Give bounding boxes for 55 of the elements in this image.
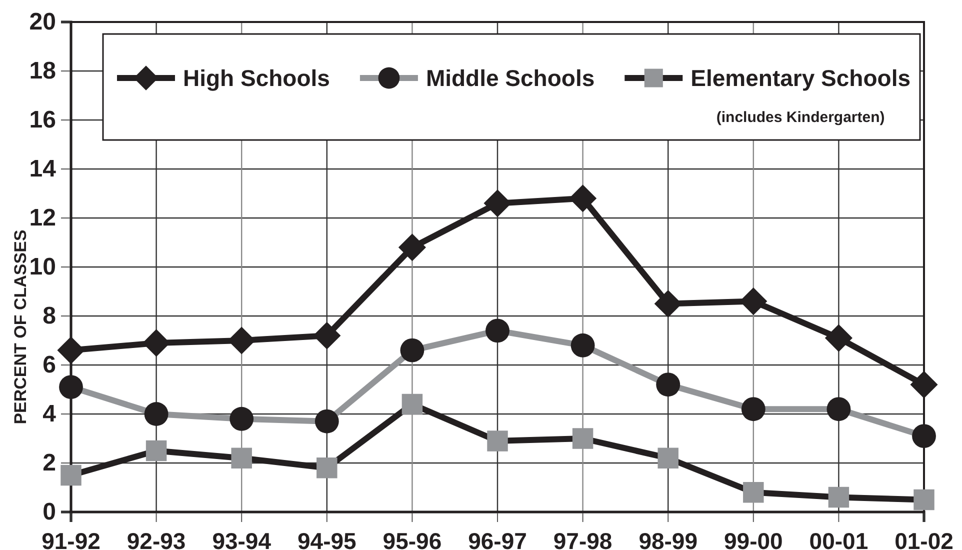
point bbox=[230, 406, 254, 431]
point bbox=[314, 409, 339, 434]
point bbox=[60, 464, 82, 486]
y-tick-label: 14 bbox=[29, 156, 57, 183]
x-tick-label: 93-94 bbox=[212, 528, 272, 550]
point bbox=[656, 372, 680, 397]
point bbox=[743, 482, 764, 503]
point bbox=[658, 448, 678, 468]
x-tick-label: 99-00 bbox=[724, 528, 783, 550]
y-tick-label: 2 bbox=[42, 450, 56, 477]
point bbox=[146, 440, 167, 462]
legend-label: High Schools bbox=[183, 65, 330, 91]
legend-label: Elementary Schools bbox=[690, 65, 910, 91]
point bbox=[569, 184, 597, 212]
legend-label: Middle Schools bbox=[426, 65, 595, 91]
x-tick-label: 00-01 bbox=[809, 528, 868, 550]
point bbox=[231, 448, 252, 468]
point bbox=[316, 458, 338, 478]
y-tick-label: 6 bbox=[42, 352, 56, 379]
point bbox=[826, 397, 851, 422]
x-tick-label: 97-98 bbox=[553, 528, 612, 550]
annotation: (includes Kindergarten) bbox=[716, 109, 885, 126]
x-tick-label: 96-97 bbox=[468, 528, 527, 550]
x-tick-label: 98-99 bbox=[638, 528, 698, 550]
y-tick-label: 16 bbox=[29, 106, 56, 134]
y-tick-label: 12 bbox=[29, 204, 56, 232]
point bbox=[572, 428, 594, 449]
point bbox=[910, 370, 938, 398]
y-tick-label: 18 bbox=[29, 58, 56, 85]
x-tick-label: 01-02 bbox=[894, 528, 954, 550]
point bbox=[144, 402, 168, 426]
y-tick-label: 0 bbox=[42, 498, 56, 526]
point bbox=[59, 375, 83, 399]
x-tick-label: 94-95 bbox=[297, 528, 357, 550]
y-axis-title: PERCENT OF CLASSES bbox=[11, 230, 30, 424]
point bbox=[313, 322, 341, 350]
point bbox=[487, 430, 508, 452]
point bbox=[400, 338, 424, 362]
y-tick-label: 10 bbox=[29, 254, 56, 281]
x-tick-label: 91-92 bbox=[42, 528, 100, 550]
y-tick-label: 8 bbox=[42, 302, 56, 330]
point bbox=[741, 397, 766, 422]
point bbox=[57, 336, 85, 364]
x-tick-label: 92-93 bbox=[126, 528, 186, 550]
y-tick-label: 20 bbox=[29, 8, 56, 36]
point bbox=[486, 318, 510, 343]
point bbox=[570, 333, 595, 358]
y-tick-label: 4 bbox=[42, 400, 57, 428]
point bbox=[828, 486, 850, 508]
point bbox=[398, 234, 426, 262]
point bbox=[824, 324, 852, 352]
point bbox=[912, 424, 936, 448]
point bbox=[402, 394, 423, 415]
point bbox=[914, 489, 934, 510]
x-tick-label: 95-96 bbox=[382, 528, 442, 550]
